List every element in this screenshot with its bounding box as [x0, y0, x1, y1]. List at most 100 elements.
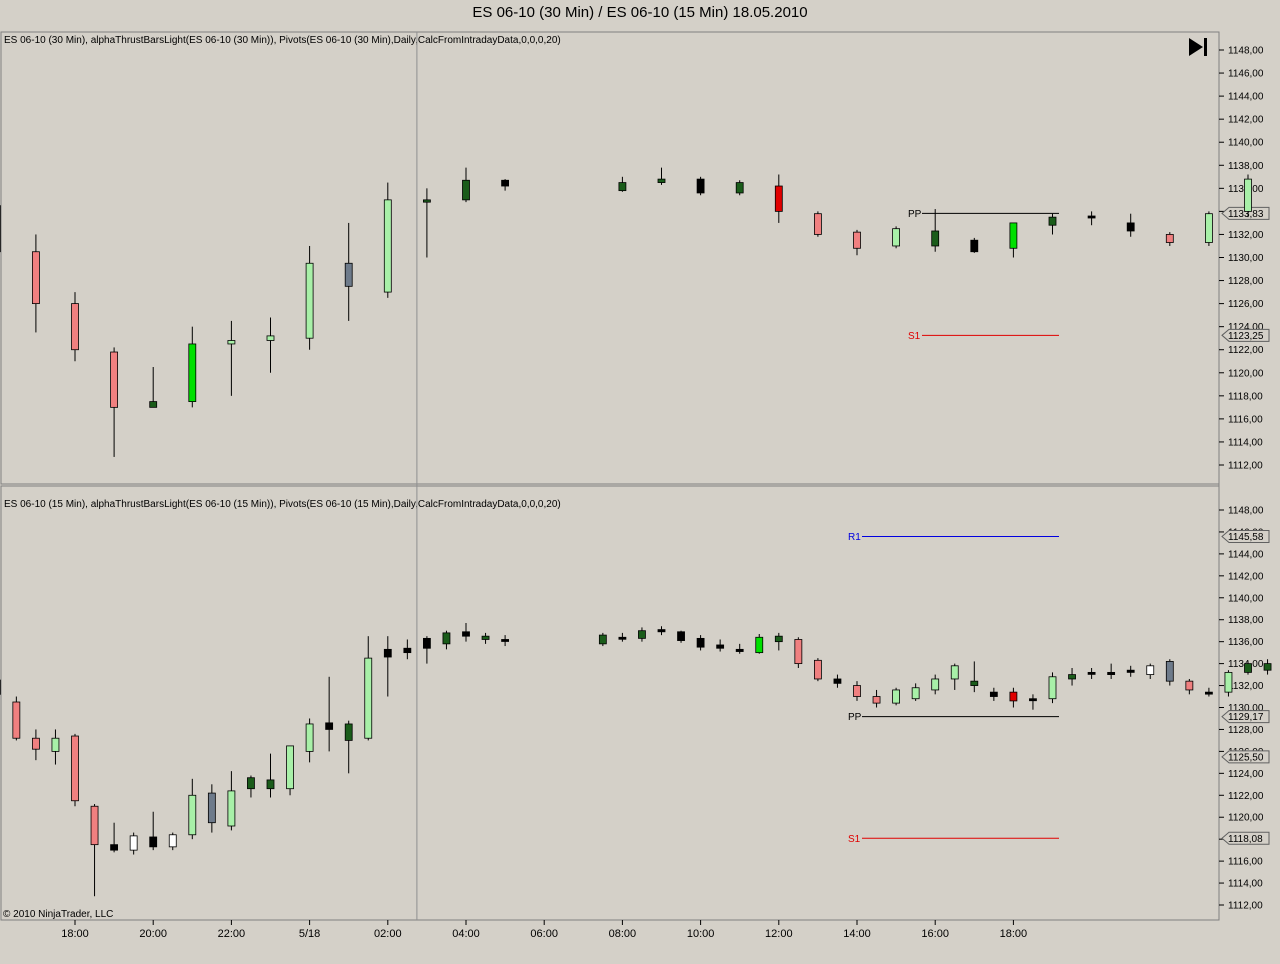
candle[interactable]	[364, 636, 373, 741]
candle[interactable]	[501, 179, 510, 191]
candle[interactable]	[12, 696, 21, 741]
pivot-value-badge-pp-label: 1129,17	[1228, 712, 1264, 723]
candle[interactable]	[1205, 211, 1213, 246]
candle[interactable]	[696, 176, 705, 196]
candle[interactable]	[266, 753, 275, 798]
candle[interactable]	[814, 211, 822, 237]
candle[interactable]	[892, 687, 900, 706]
candle[interactable]	[149, 367, 158, 408]
candle[interactable]	[735, 180, 744, 196]
candle[interactable]	[814, 658, 822, 682]
candle[interactable]	[1244, 174, 1252, 218]
candle[interactable]	[462, 623, 470, 642]
candle[interactable]	[677, 630, 685, 643]
candle[interactable]	[794, 637, 803, 668]
candle[interactable]	[911, 683, 920, 701]
candle[interactable]	[1224, 670, 1233, 697]
candle[interactable]	[247, 775, 255, 798]
candle[interactable]	[853, 229, 861, 256]
candle[interactable]	[344, 720, 353, 774]
candle[interactable]	[1107, 663, 1116, 679]
candle[interactable]	[1185, 678, 1194, 695]
candle[interactable]	[32, 234, 40, 333]
candle[interactable]	[305, 245, 314, 350]
candle[interactable]	[735, 643, 744, 654]
candle[interactable]	[462, 167, 470, 203]
candle[interactable]	[110, 347, 118, 457]
candle[interactable]	[1165, 659, 1174, 686]
candle[interactable]	[207, 784, 216, 833]
candle[interactable]	[1244, 661, 1252, 675]
candle[interactable]	[71, 292, 79, 362]
candle[interactable]	[110, 822, 118, 853]
candle[interactable]	[931, 209, 940, 252]
candle[interactable]	[188, 326, 197, 408]
candle[interactable]	[1146, 663, 1155, 679]
pivot-label-s1: S1	[848, 834, 861, 845]
candle[interactable]	[638, 627, 646, 642]
candle[interactable]	[481, 632, 490, 644]
candle[interactable]	[657, 167, 666, 185]
top-panel-candles[interactable]	[0, 57, 1280, 457]
candle[interactable]	[853, 681, 861, 701]
candle[interactable]	[950, 663, 959, 690]
candle[interactable]	[892, 226, 900, 249]
candle[interactable]	[71, 733, 79, 807]
candle[interactable]	[1087, 668, 1096, 679]
candle[interactable]	[755, 633, 764, 654]
candle[interactable]	[1009, 687, 1018, 708]
candle[interactable]	[1068, 668, 1076, 686]
candle[interactable]	[422, 188, 431, 258]
candle[interactable]	[1048, 672, 1057, 704]
candle[interactable]	[774, 632, 783, 651]
candle[interactable]	[657, 626, 666, 636]
candle[interactable]	[149, 811, 158, 851]
candle[interactable]	[383, 182, 392, 298]
candle[interactable]	[403, 639, 412, 660]
candle[interactable]	[383, 636, 392, 697]
candle[interactable]	[1205, 687, 1213, 697]
candle[interactable]	[598, 632, 607, 647]
candle[interactable]	[1009, 222, 1018, 258]
candle-body	[618, 636, 627, 640]
candle[interactable]	[188, 778, 197, 840]
candle[interactable]	[168, 832, 177, 851]
y-tick-label: 1128,00	[1228, 276, 1264, 287]
candle[interactable]	[129, 832, 138, 855]
candle[interactable]	[970, 237, 979, 253]
candle[interactable]	[872, 689, 881, 708]
candle[interactable]	[1029, 694, 1037, 710]
candle[interactable]	[286, 745, 294, 796]
candle[interactable]	[716, 639, 725, 652]
candle[interactable]	[1087, 211, 1096, 226]
candle[interactable]	[618, 632, 627, 642]
candle[interactable]	[266, 317, 275, 373]
candle[interactable]	[931, 674, 940, 695]
skip-to-end-icon[interactable]	[1189, 38, 1207, 56]
candle[interactable]	[442, 630, 451, 650]
candle[interactable]	[325, 676, 334, 752]
candle[interactable]	[970, 661, 979, 693]
candle[interactable]	[774, 174, 783, 223]
candle[interactable]	[32, 729, 40, 761]
bottom-panel-candles[interactable]	[0, 514, 1280, 897]
candle[interactable]	[696, 635, 705, 651]
candle[interactable]	[344, 222, 353, 321]
candle[interactable]	[1263, 659, 1272, 675]
candle[interactable]	[1048, 213, 1057, 235]
candle[interactable]	[1126, 213, 1135, 237]
candle[interactable]	[989, 687, 998, 701]
y-tick-label: 1148,00	[1228, 506, 1264, 517]
candle[interactable]	[618, 176, 627, 192]
candle[interactable]	[422, 636, 431, 664]
candle[interactable]	[501, 635, 510, 647]
candle[interactable]	[227, 320, 236, 396]
candle[interactable]	[305, 718, 314, 763]
candle[interactable]	[1126, 665, 1135, 677]
candle[interactable]	[51, 729, 60, 765]
candle[interactable]	[90, 804, 99, 897]
candle[interactable]	[1165, 232, 1174, 246]
candle[interactable]	[833, 674, 842, 688]
candle[interactable]	[227, 771, 236, 831]
